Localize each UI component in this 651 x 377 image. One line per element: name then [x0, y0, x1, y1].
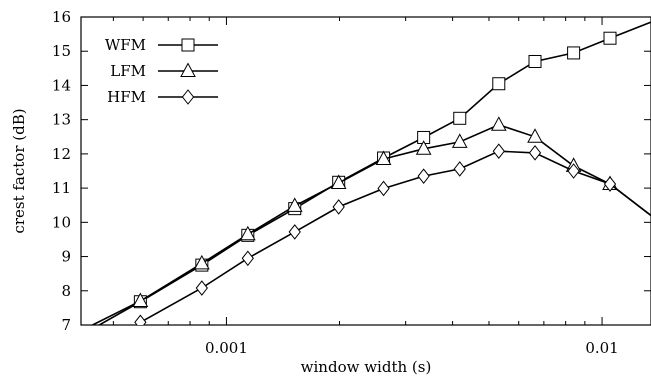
series-line-wfm [97, 21, 651, 325]
data-point-lfm [415, 140, 432, 155]
legend-marker-lfm [180, 62, 196, 77]
y-axis: 7 8 9 10 11 12 13 14 15 16 [52, 8, 651, 334]
x-axis-title: window width (s) [301, 358, 432, 376]
data-point-hfm [492, 143, 505, 159]
series-lfm [92, 116, 651, 325]
y-axis-title: crest factor (dB) [10, 108, 28, 233]
legend-label-lfm: LFM [110, 62, 146, 80]
y-tick-label: 16 [52, 8, 71, 26]
data-point-hfm [528, 145, 542, 161]
x-tick-label: 0.01 [585, 339, 618, 357]
data-point-lfm [451, 133, 468, 148]
data-point-lfm [330, 174, 347, 189]
data-point-hfm [453, 161, 466, 177]
data-point-lfm [286, 197, 303, 212]
series-hfm [134, 143, 651, 325]
y-tick-label: 13 [52, 111, 71, 129]
y-tick-label: 8 [61, 282, 71, 300]
data-point-wfm [567, 46, 581, 60]
data-point-wfm [453, 111, 467, 125]
legend-marker-hfm [181, 89, 195, 105]
data-point-hfm [195, 280, 208, 296]
legend-item-hfm: HFM [107, 88, 218, 106]
data-point-lfm [239, 225, 256, 241]
data-point-hfm [567, 163, 580, 179]
data-point-lfm [375, 150, 392, 166]
y-tick-label: 11 [52, 179, 71, 197]
data-point-hfm [417, 168, 430, 184]
y-tick-label: 12 [52, 145, 71, 163]
legend-label-hfm: HFM [107, 88, 146, 106]
y-tick-label: 15 [52, 42, 71, 60]
legend-label-wfm: WFM [105, 36, 146, 54]
series-wfm [97, 21, 651, 325]
data-point-lfm [527, 128, 543, 143]
y-tick-label: 9 [61, 248, 71, 266]
data-point-wfm [603, 31, 617, 45]
data-point-hfm [134, 314, 147, 325]
data-point-lfm [132, 292, 149, 308]
y-tick-label: 10 [52, 213, 71, 231]
legend: WFM LFM HFM [105, 36, 218, 106]
y-tick-label: 14 [52, 76, 71, 94]
data-point-hfm [241, 250, 254, 267]
series-group [92, 21, 651, 325]
data-point-hfm [603, 176, 617, 192]
data-point-lfm [194, 254, 210, 270]
y-tick-label: 7 [61, 316, 71, 334]
legend-item-lfm: LFM [110, 62, 218, 80]
x-tick-label: 0.001 [205, 339, 248, 357]
data-point-hfm [288, 224, 301, 240]
legend-item-wfm: WFM [105, 36, 218, 54]
series-line-lfm [92, 123, 651, 325]
data-point-wfm [528, 54, 542, 68]
x-axis: 0.001 0.01 [112, 17, 619, 357]
data-point-lfm [490, 116, 507, 131]
data-point-wfm [492, 77, 506, 91]
data-point-hfm [332, 199, 345, 215]
plot-frame [80, 16, 651, 326]
legend-marker-wfm [181, 38, 195, 52]
data-point-hfm [377, 180, 390, 197]
